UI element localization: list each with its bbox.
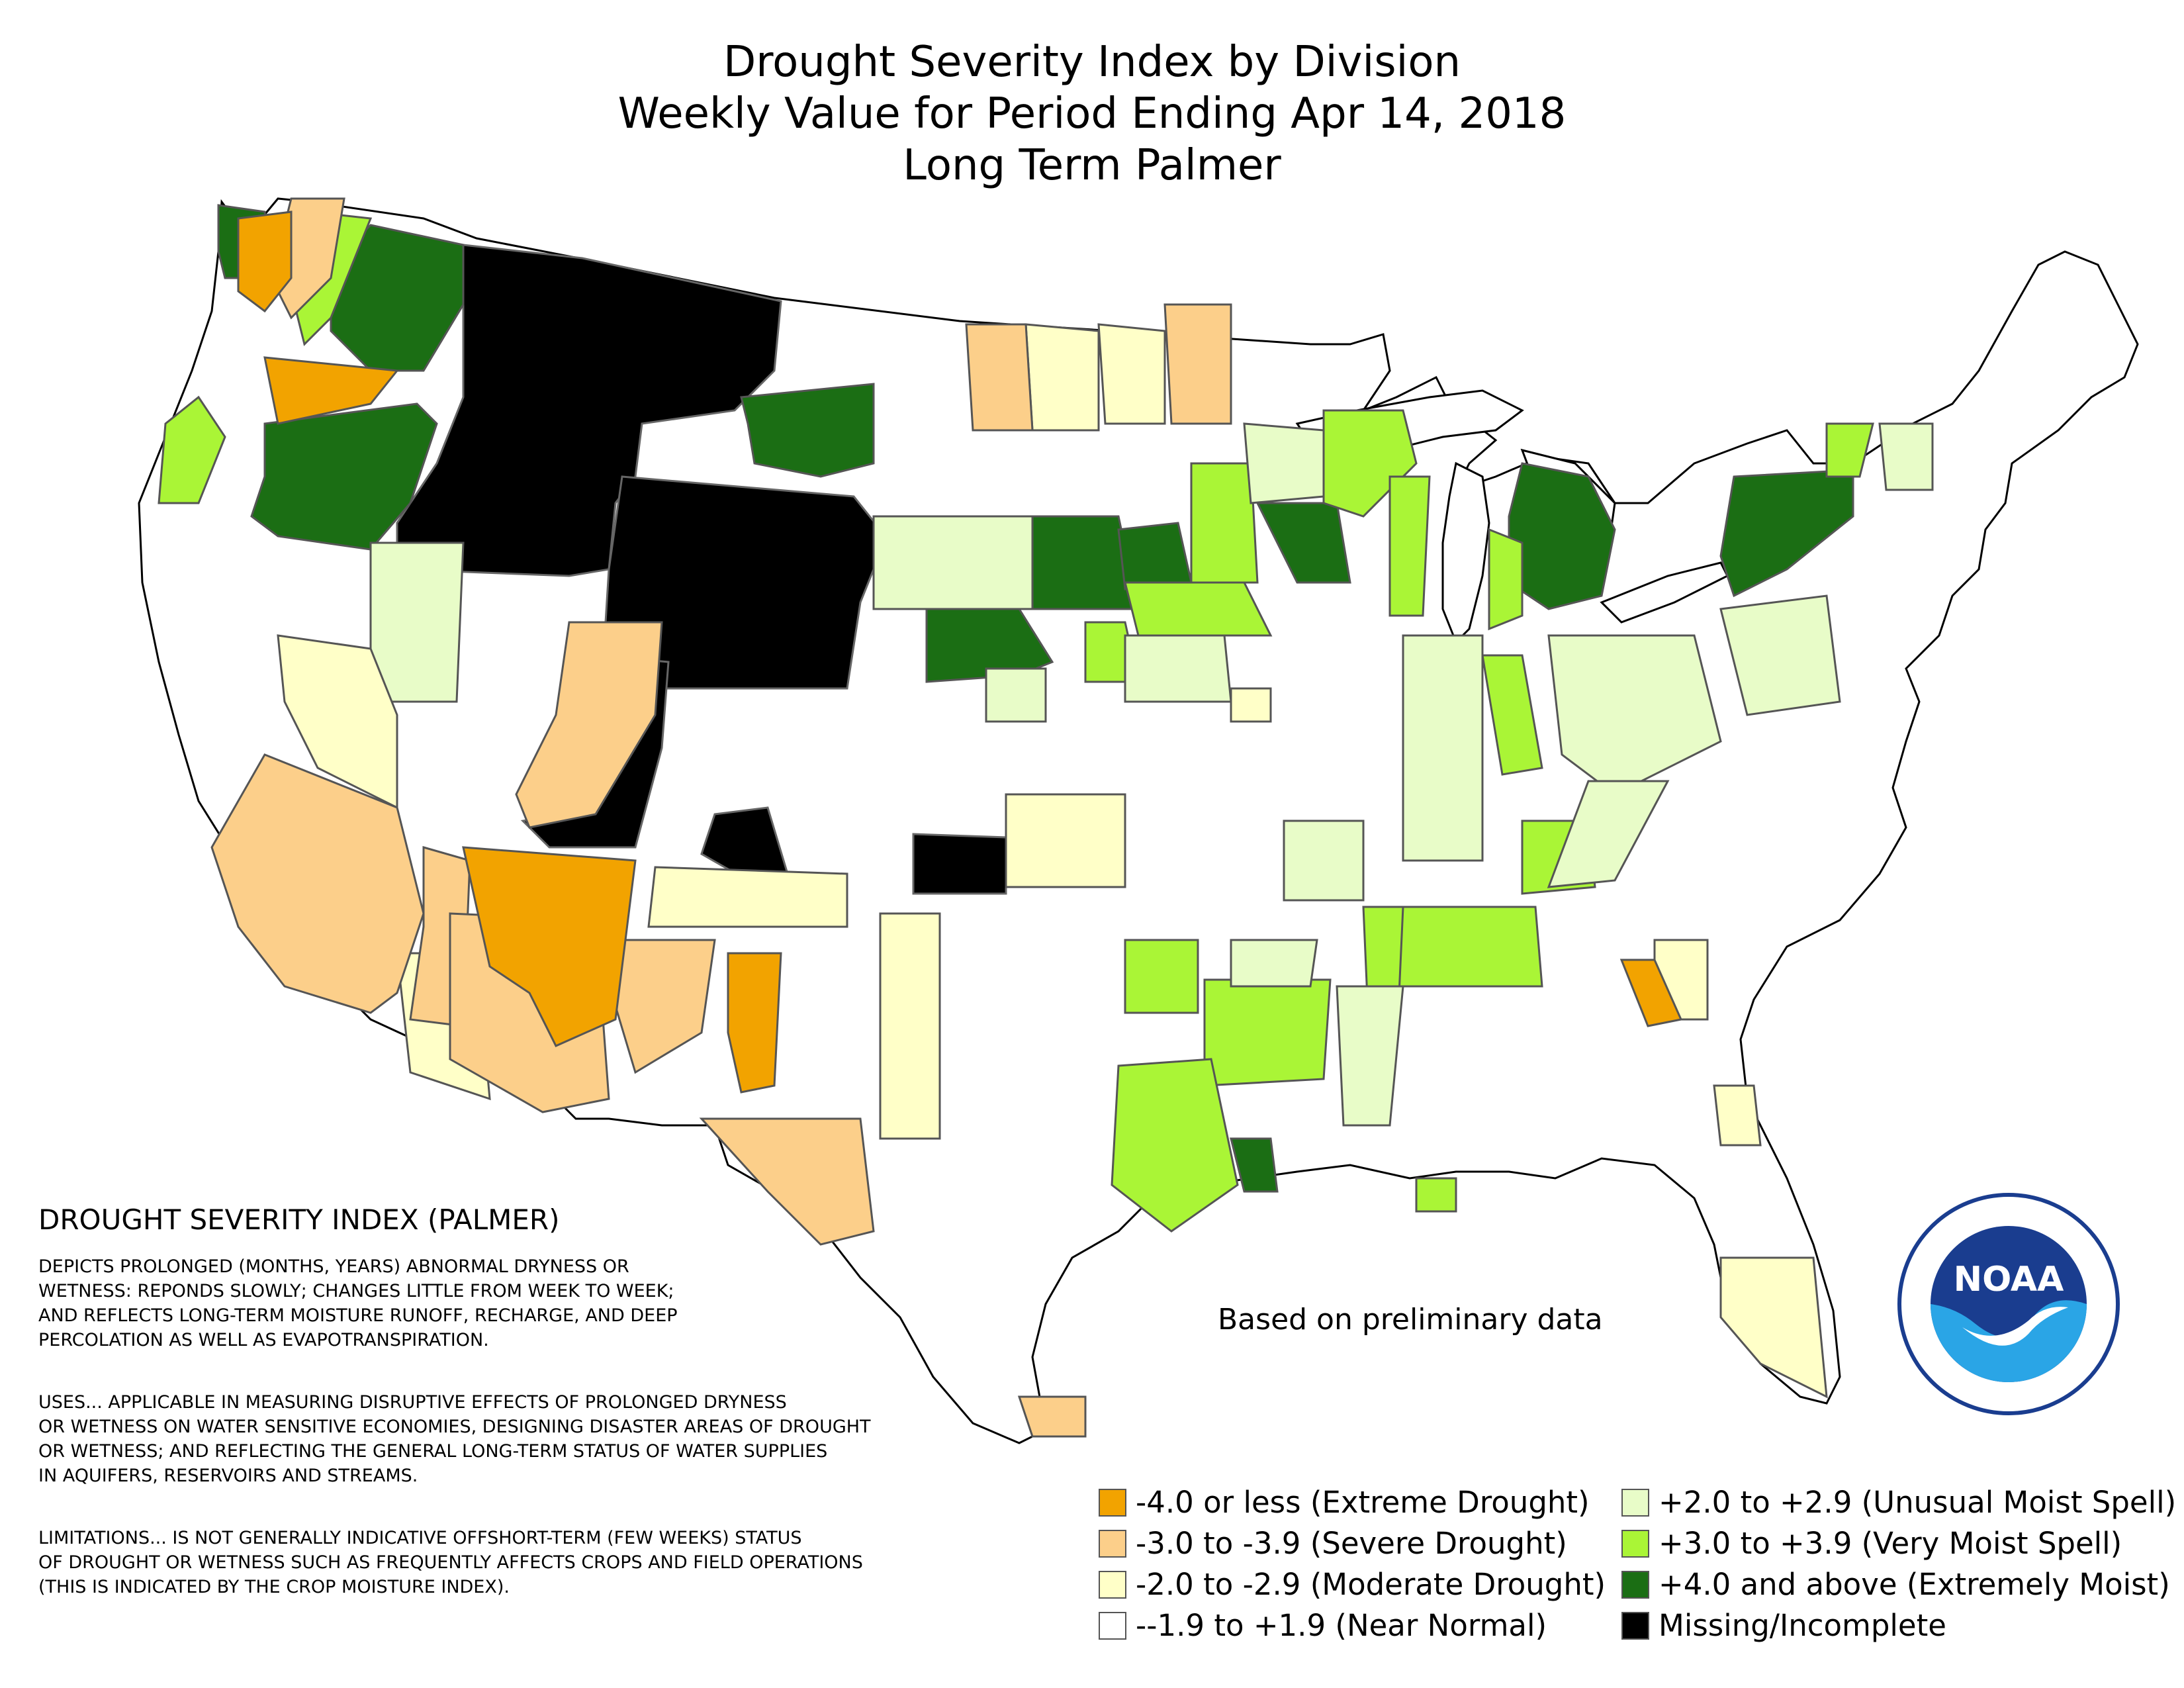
- key-item: --1.9 to +1.9 (Near Normal): [1099, 1607, 1547, 1644]
- title-line-2: Weekly Value for Period Ending Apr 14, 2…: [617, 89, 1567, 138]
- noaa-seal-icon: NOAA: [1897, 1193, 2120, 1415]
- key-label: -2.0 to -2.9 (Moderate Drought): [1136, 1567, 1606, 1602]
- key-item: +2.0 to +2.9 (Unusual Moist Spell): [1621, 1484, 2176, 1521]
- legend-limitations: LIMITATIONS... IS NOT GENERALLY INDICATI…: [38, 1528, 863, 1597]
- key-item: -4.0 or less (Extreme Drought): [1099, 1484, 1590, 1521]
- key-swatch: [1621, 1612, 1649, 1640]
- extreme-drought-regions: [237, 211, 1683, 1094]
- moderate-drought-regions: [277, 323, 1828, 1399]
- key-label: -4.0 or less (Extreme Drought): [1136, 1485, 1590, 1520]
- legend-uses: USES... APPLICABLE IN MEASURING DISRUPTI…: [38, 1392, 871, 1486]
- map-title: Drought Severity Index by Division Weekl…: [0, 36, 2184, 191]
- key-item: +4.0 and above (Extremely Moist): [1621, 1566, 2170, 1603]
- key-label: +3.0 to +3.9 (Very Moist Spell): [1659, 1526, 2122, 1561]
- key-swatch: [1099, 1530, 1126, 1558]
- legend-heading: DROUGHT SEVERITY INDEX (PALMER): [38, 1203, 560, 1236]
- key-label: Missing/Incomplete: [1659, 1608, 1946, 1643]
- key-item: -3.0 to -3.9 (Severe Drought): [1099, 1525, 1567, 1562]
- key-item: +3.0 to +3.9 (Very Moist Spell): [1621, 1525, 2122, 1562]
- preliminary-note: Based on preliminary data: [1218, 1303, 1603, 1336]
- key-swatch: [1099, 1489, 1126, 1517]
- key-swatch: [1621, 1489, 1649, 1517]
- key-swatch: [1621, 1530, 1649, 1558]
- key-label: --1.9 to +1.9 (Near Normal): [1136, 1608, 1547, 1643]
- noaa-logo-text: NOAA: [1954, 1260, 2064, 1299]
- extremely-moist-regions: [217, 204, 1854, 1193]
- key-swatch: [1621, 1571, 1649, 1599]
- title-line-1: Drought Severity Index by Division: [723, 38, 1461, 87]
- unusual-moist-regions: [369, 422, 1934, 1127]
- legend-depicts: DEPICTS PROLONGED (MONTHS, YEARS) ABNORM…: [38, 1256, 678, 1350]
- severe-drought-regions: [210, 197, 1232, 1438]
- key-swatch: [1099, 1612, 1126, 1640]
- key-label: +4.0 and above (Extremely Moist): [1659, 1567, 2170, 1602]
- key-label: -3.0 to -3.9 (Severe Drought): [1136, 1526, 1567, 1561]
- title-line-3: Long Term Palmer: [903, 141, 1281, 190]
- key-item: Missing/Incomplete: [1621, 1607, 1946, 1644]
- key-swatch: [1099, 1571, 1126, 1599]
- key-label: +2.0 to +2.9 (Unusual Moist Spell): [1659, 1485, 2177, 1520]
- key-item: -2.0 to -2.9 (Moderate Drought): [1099, 1566, 1606, 1603]
